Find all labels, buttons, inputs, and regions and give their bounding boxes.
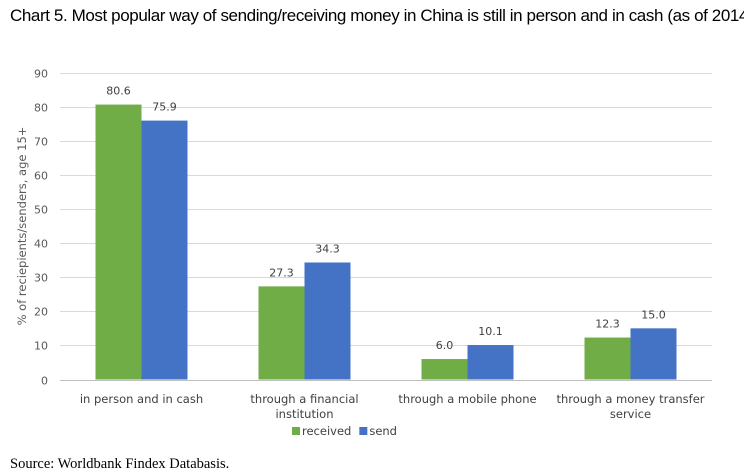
y-tick-label: 70 — [34, 136, 48, 149]
x-tick-label: through a financial — [250, 392, 358, 406]
y-tick-label: 60 — [34, 170, 48, 183]
bar-received — [95, 104, 142, 380]
legend-swatch-send — [359, 427, 368, 435]
data-label: 34.3 — [315, 242, 340, 255]
x-tick-label: institution — [275, 407, 333, 421]
data-label: 6.0 — [436, 339, 454, 352]
x-tick-label: through a money transfer — [556, 392, 704, 406]
y-tick-label: 80 — [34, 102, 48, 115]
legend-label-received: received — [302, 424, 351, 438]
legend-label-send: send — [369, 424, 397, 438]
data-label: 27.3 — [269, 266, 294, 279]
bar-send — [141, 120, 188, 380]
source-note: Source: Worldbank Findex Databasis. — [10, 456, 230, 472]
data-label: 75.9 — [152, 101, 177, 114]
legend-swatch-received — [292, 427, 300, 435]
bar-received — [584, 337, 631, 380]
chart-title: Chart 5. Most popular way of sending/rec… — [10, 6, 744, 25]
bar-send — [630, 328, 677, 380]
bar-received — [258, 286, 305, 380]
y-tick-label: 40 — [34, 238, 48, 251]
x-tick-label: service — [610, 407, 651, 421]
x-tick-label: in person and in cash — [80, 392, 203, 406]
data-label: 80.6 — [106, 85, 131, 98]
y-tick-label: 50 — [34, 204, 48, 217]
bar-send — [304, 262, 351, 380]
bar-send — [467, 345, 514, 380]
y-tick-label: 20 — [34, 306, 48, 319]
data-label: 10.1 — [478, 325, 503, 338]
y-tick-label: 0 — [41, 375, 48, 388]
bar-received — [421, 359, 468, 380]
y-tick-label: 10 — [34, 340, 48, 353]
x-tick-label: through a mobile phone — [398, 392, 536, 406]
y-tick-label: 90 — [34, 68, 48, 81]
data-label: 12.3 — [595, 318, 620, 331]
y-axis-title: % of reciepients/senders, age 15+ — [15, 127, 29, 326]
y-tick-label: 30 — [34, 272, 48, 285]
data-label: 15.0 — [641, 308, 666, 321]
